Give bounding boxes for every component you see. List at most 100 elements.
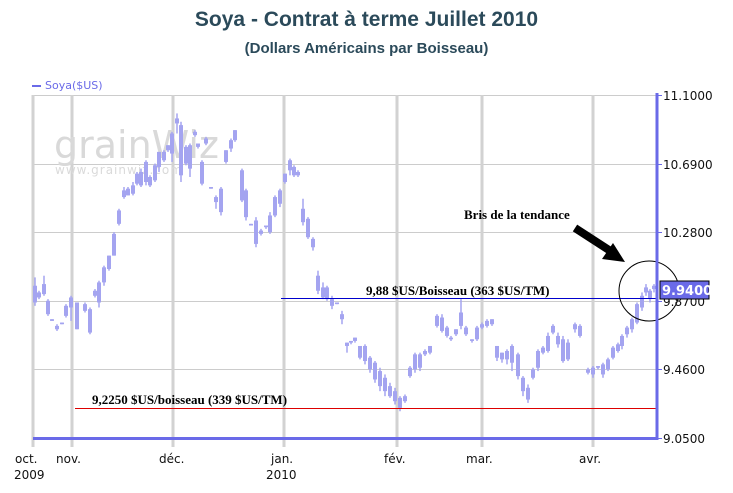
- trend-break-label: Bris de la tendance: [464, 207, 570, 222]
- candle-body: [93, 290, 97, 296]
- candle-body: [531, 369, 535, 378]
- candle-body: [254, 220, 258, 244]
- candle-body: [561, 339, 565, 362]
- x-tick-label: déc.: [159, 452, 184, 466]
- candle-body: [102, 267, 106, 283]
- candle-body: [69, 297, 73, 308]
- watermark-logo: grainWiz: [54, 123, 219, 167]
- candle-body: [88, 309, 92, 333]
- candle-body: [204, 138, 208, 144]
- candle-body: [193, 131, 197, 136]
- last-price-badge: 9.9400: [659, 280, 712, 300]
- candle-body: [640, 295, 644, 308]
- candle-body: [33, 285, 37, 303]
- candle-body: [526, 387, 530, 400]
- candle-body: [358, 345, 362, 358]
- y-axis-ticks: [657, 95, 662, 439]
- candle-body: [349, 340, 353, 343]
- candle-body: [383, 377, 387, 392]
- candle-body: [536, 350, 540, 368]
- candle-body: [505, 350, 509, 360]
- candle-body: [117, 210, 121, 224]
- candle-body: [398, 397, 402, 408]
- candle-body: [244, 190, 248, 218]
- candle-body: [470, 339, 474, 341]
- x-tick-sublabel: 2009: [14, 468, 45, 482]
- candle-body: [55, 325, 59, 330]
- candle-body: [611, 347, 615, 358]
- candle-body: [516, 354, 520, 377]
- x-tick-label: jan.: [270, 452, 293, 466]
- support-label: 9,2250 $US/boisseau (339 $US/TM): [92, 392, 287, 407]
- candle-body: [495, 345, 499, 358]
- candle-body: [301, 208, 305, 223]
- candle-body: [591, 367, 595, 375]
- candle-body: [170, 133, 174, 154]
- x-tick-label: fév.: [384, 452, 406, 466]
- horizontal-grid: [33, 95, 656, 370]
- candle-body: [464, 327, 468, 335]
- resistance-label: 9,88 $US/Boisseau (363 $US/TM): [366, 283, 549, 298]
- candle-body: [179, 125, 183, 176]
- watermark: grainWiz www.grainwiz.com: [54, 123, 219, 177]
- x-tick-label: mar.: [466, 452, 493, 466]
- x-tick-label: oct.: [15, 452, 37, 466]
- candle-body: [144, 161, 148, 183]
- y-tick-label: 10.2800: [663, 226, 713, 240]
- candle-body: [566, 342, 570, 360]
- y-tick-label: 9.4600: [663, 363, 705, 377]
- candle-body: [292, 166, 296, 176]
- candle-body: [616, 344, 620, 351]
- candle-body: [475, 327, 479, 340]
- candle-body: [184, 146, 188, 164]
- candle-body: [353, 337, 357, 341]
- candle-body: [229, 140, 233, 149]
- candle-body: [596, 366, 600, 368]
- candle-body: [435, 315, 439, 326]
- candle-body: [652, 285, 656, 290]
- candle-body: [196, 143, 200, 147]
- legend-label: Soya($US): [45, 79, 103, 92]
- candle-body: [188, 145, 192, 169]
- candle-body: [139, 171, 143, 186]
- candle-body: [148, 176, 152, 186]
- candle-body: [388, 386, 392, 397]
- candle-body: [541, 347, 545, 353]
- candle-body: [83, 304, 87, 311]
- candle-body: [288, 160, 292, 171]
- candle-body: [200, 161, 204, 184]
- last-price-value: 9.9400: [662, 284, 712, 299]
- candle-body: [345, 342, 349, 346]
- x-tick-sublabel: 2010: [266, 468, 297, 482]
- candle-body: [306, 218, 310, 238]
- candle-body: [325, 287, 329, 300]
- candle-body: [454, 329, 458, 335]
- candle-body: [37, 292, 41, 298]
- candle-body: [644, 287, 648, 293]
- candle-body: [586, 369, 590, 373]
- vertical-grid: [31, 95, 595, 447]
- candle-body: [601, 364, 605, 375]
- candle-body: [340, 314, 344, 320]
- candle-body: [606, 359, 610, 370]
- candle-body: [363, 345, 367, 362]
- candle-body: [42, 284, 46, 295]
- candle-body: [620, 335, 624, 346]
- candle-body: [162, 151, 166, 161]
- x-tick-label: avr.: [579, 452, 601, 466]
- candle-body: [373, 362, 377, 380]
- candle-body: [625, 327, 629, 335]
- candle-body: [268, 215, 272, 233]
- candle-body: [403, 396, 407, 402]
- candle-body: [551, 325, 555, 333]
- legend-item-soya[interactable]: Soya($US): [32, 79, 103, 92]
- candle-body: [510, 345, 514, 363]
- candle-body: [573, 324, 577, 330]
- candle-body: [107, 255, 111, 270]
- candle-body: [485, 320, 489, 326]
- candle-body: [283, 173, 287, 183]
- candle-body: [278, 190, 282, 204]
- candle-body: [259, 230, 263, 234]
- candle-body: [175, 118, 179, 124]
- candle-body: [648, 290, 652, 300]
